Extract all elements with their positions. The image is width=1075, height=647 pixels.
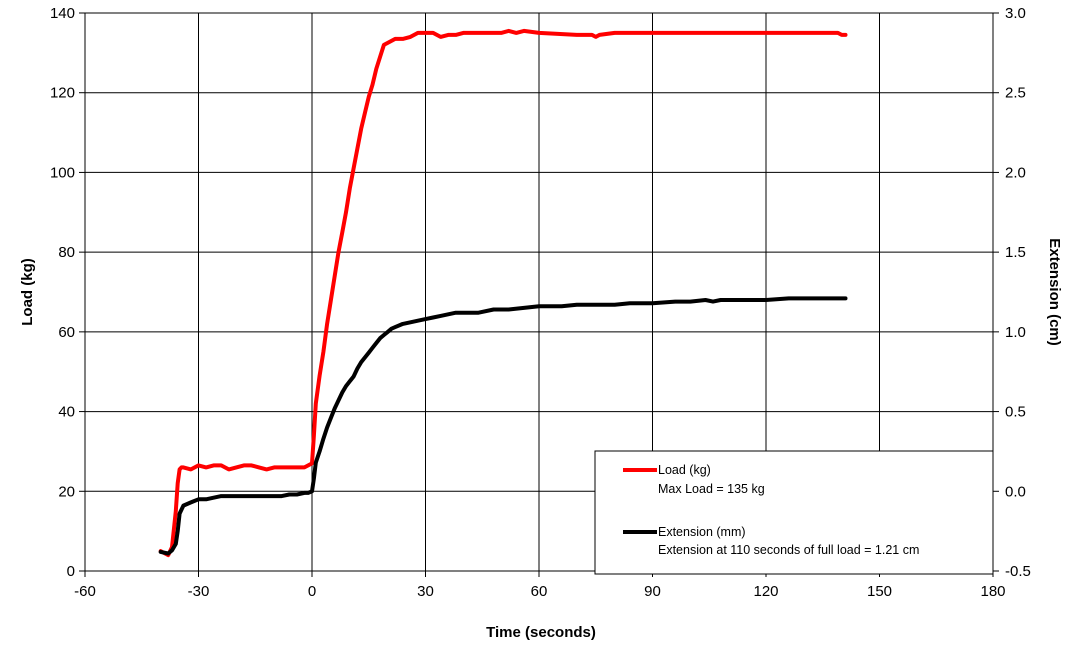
y2-tick-label: 0.0 (1005, 483, 1026, 500)
x-axis-ticks: -60 -30 0 30 60 90 120 150 180 (74, 571, 1006, 600)
x-tick-label: 120 (753, 583, 778, 600)
x-tick-label: 0 (308, 583, 316, 600)
y-tick-label: 0 (67, 563, 75, 580)
y-tick-label: 80 (58, 244, 75, 261)
x-tick-label: -60 (74, 583, 96, 600)
y-tick-label: 60 (58, 324, 75, 341)
y2-tick-label: 0.5 (1005, 404, 1026, 421)
y-tick-label: 140 (50, 5, 75, 22)
legend-note-load: Max Load = 135 kg (658, 482, 765, 496)
x-tick-label: 90 (644, 583, 661, 600)
y2-tick-label: 2.0 (1005, 164, 1026, 181)
series-line-extension (158, 296, 848, 556)
y-tick-label: 20 (58, 483, 75, 500)
legend: Load (kg) Max Load = 135 kg Extension (m… (594, 450, 994, 575)
legend-label-extension: Extension (mm) (658, 525, 746, 539)
y-axis-title: Load (kg) (19, 258, 36, 326)
y-axis-ticks: 0 20 40 60 80 100 120 140 (50, 5, 85, 580)
y2-tick-label: 3.0 (1005, 5, 1026, 22)
y2-axis-ticks: -0.5 0.0 0.5 1.0 1.5 2.0 2.5 3.0 (993, 5, 1031, 580)
y2-tick-label: 1.5 (1005, 244, 1026, 261)
x-tick-label: 180 (980, 583, 1005, 600)
series-line-load (158, 28, 848, 558)
y-tick-label: 40 (58, 404, 75, 421)
y2-axis-title: Extension (cm) (1046, 238, 1063, 346)
legend-label-load: Load (kg) (658, 463, 711, 477)
legend-note-extension: Extension at 110 seconds of full load = … (658, 543, 919, 557)
x-tick-label: 60 (531, 583, 548, 600)
y2-tick-label: 2.5 (1005, 85, 1026, 102)
y-tick-label: 100 (50, 164, 75, 181)
x-tick-label: -30 (188, 583, 210, 600)
series-layer (158, 28, 848, 558)
x-axis-title: Time (seconds) (486, 624, 596, 641)
y-tick-label: 120 (50, 85, 75, 102)
x-tick-label: 150 (867, 583, 892, 600)
x-tick-label: 30 (417, 583, 434, 600)
y2-tick-label: -0.5 (1005, 563, 1031, 580)
legend-box (594, 450, 994, 575)
y2-tick-label: 1.0 (1005, 324, 1026, 341)
